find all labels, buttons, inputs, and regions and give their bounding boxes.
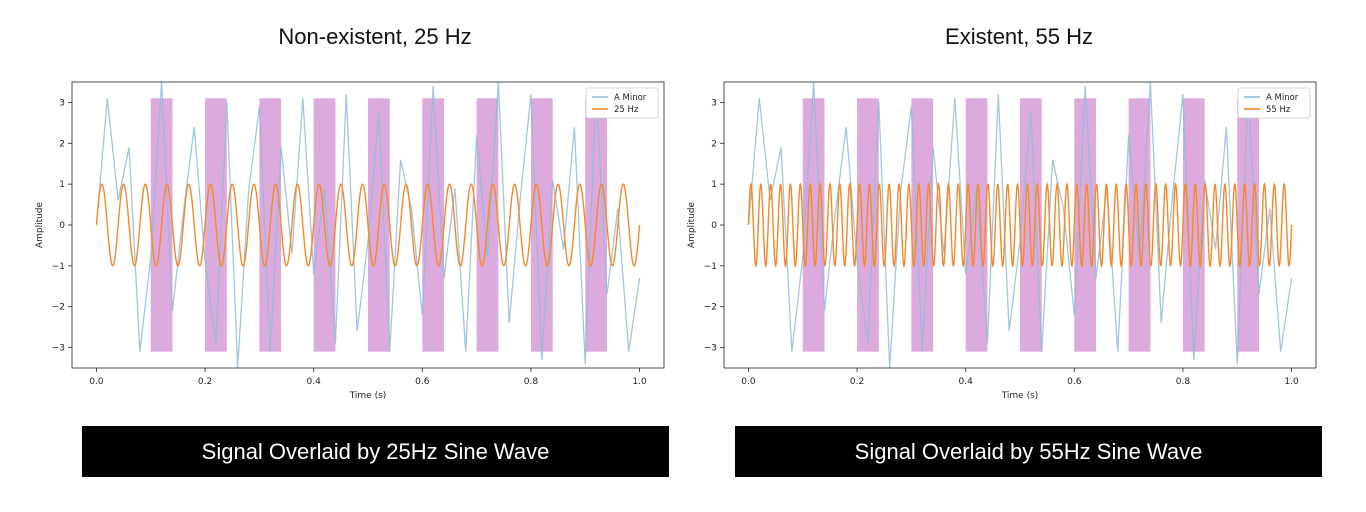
legend-label: A Minor xyxy=(1266,93,1299,103)
legend-label: A Minor xyxy=(614,93,647,103)
y-tick-label: −1 xyxy=(704,262,717,272)
x-tick-label: 0.0 xyxy=(89,377,104,387)
x-tick-label: 0.8 xyxy=(1176,377,1191,387)
y-tick-label: 3 xyxy=(59,98,65,108)
highlight-band xyxy=(1182,98,1205,352)
y-tick-label: 3 xyxy=(711,98,717,108)
y-tick-label: −2 xyxy=(704,303,717,313)
y-tick-label: 2 xyxy=(59,139,65,149)
series-line-a-minor xyxy=(95,81,641,369)
x-tick-label: 0.6 xyxy=(1067,377,1082,387)
caption-text: Signal Overlaid by 25Hz Sine Wave xyxy=(201,438,550,464)
y-tick-label: 0 xyxy=(59,221,65,231)
legend-box xyxy=(1237,87,1311,119)
caption-text: Signal Overlaid by 55Hz Sine Wave xyxy=(854,438,1203,464)
x-tick-label: 1.0 xyxy=(632,377,647,387)
y-axis-label: Amplitude xyxy=(687,201,697,248)
highlight-band xyxy=(857,98,879,352)
highlight-band xyxy=(965,98,988,352)
series-line-sine xyxy=(95,183,641,267)
y-tick-label: −2 xyxy=(52,303,65,313)
y-tick-label: 0 xyxy=(711,221,717,231)
highlight-band xyxy=(802,98,825,352)
x-tick-label: 0.2 xyxy=(850,377,864,387)
y-tick-label: 1 xyxy=(711,180,717,190)
y-tick-label: 2 xyxy=(711,139,717,149)
x-tick-label: 0.0 xyxy=(741,377,756,387)
left-panel-title: Non-existent, 25 Hz xyxy=(278,24,472,49)
highlight-band xyxy=(1074,98,1097,352)
y-tick-label: 1 xyxy=(59,180,65,190)
x-tick-label: 0.6 xyxy=(415,377,430,387)
highlight-band xyxy=(1020,98,1042,352)
x-tick-label: 0.4 xyxy=(307,377,322,387)
y-axis-label: Amplitude xyxy=(35,201,45,248)
legend-box xyxy=(585,87,659,119)
highlight-band xyxy=(911,98,934,352)
legend-label: 55 Hz xyxy=(1266,105,1291,115)
x-axis-label: Time (s) xyxy=(1001,391,1039,401)
x-tick-label: 0.8 xyxy=(524,377,539,387)
x-axis-label: Time (s) xyxy=(349,391,387,401)
highlight-band xyxy=(1237,98,1259,352)
y-tick-label: −3 xyxy=(704,344,717,354)
legend-label: 25 Hz xyxy=(614,105,639,115)
y-tick-label: −1 xyxy=(52,262,65,272)
x-tick-label: 0.4 xyxy=(959,377,974,387)
right-panel-title: Existent, 55 Hz xyxy=(945,24,1093,49)
chart-55hz: 0.0 0.2 0.4 0.6 0.8 1.0 3 2 1 0 −1 −2 −3 Time (s) Ampl… xyxy=(687,81,1317,401)
x-tick-label: 1.0 xyxy=(1284,377,1299,387)
y-tick-label: −3 xyxy=(52,344,65,354)
x-tick-label: 0.2 xyxy=(198,377,212,387)
series-line-sine xyxy=(747,182,1293,268)
caption-banner-55hz: Signal Overlaid by 55Hz Sine Wave xyxy=(735,426,1322,477)
chart-25hz: 0.0 0.2 0.4 0.6 0.8 1.0 3 2 1 0 −1 −2 −3 Time (s) Ampl… xyxy=(35,81,665,401)
caption-banner-25hz: Signal Overlaid by 25Hz Sine Wave xyxy=(82,426,669,477)
